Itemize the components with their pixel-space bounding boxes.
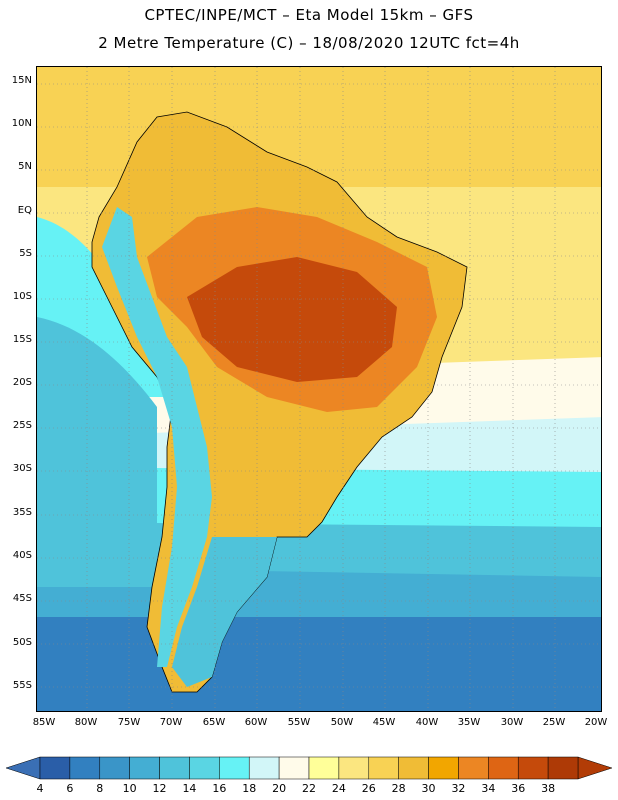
colorbar-box: [428, 756, 459, 780]
lon-label-80w: 80W: [74, 717, 98, 728]
colorbar-tick-label: 14: [182, 782, 197, 795]
lat-label-35s: 35S: [12, 507, 32, 518]
lon-label-25w: 25W: [542, 717, 566, 728]
colorbar-tick-label: 4: [36, 782, 44, 795]
lon-label-40w: 40W: [415, 717, 439, 728]
colorbar-over-arrow: [577, 756, 613, 780]
colorbar-box: [39, 756, 71, 780]
lat-label-5s: 5S: [19, 248, 32, 259]
lat-label-15n: 15N: [11, 75, 32, 86]
colorbar-box: [368, 756, 399, 780]
colorbar-tick-label: 38: [541, 782, 556, 795]
colorbar-box: [547, 756, 579, 780]
lon-label-55w: 55W: [287, 717, 311, 728]
lon-label-75w: 75W: [117, 717, 141, 728]
colorbar-tick-label: 20: [272, 782, 287, 795]
colorbar-under-arrow: [5, 756, 41, 780]
lon-label-35w: 35W: [457, 717, 481, 728]
colorbar-box: [488, 756, 519, 780]
colorbar-box: [189, 756, 220, 780]
colorbar-box: [458, 756, 489, 780]
colorbar-box: [338, 756, 370, 780]
colorbar-tick-label: 26: [361, 782, 376, 795]
lat-label-30s: 30S: [12, 463, 32, 474]
lon-label-30w: 30W: [500, 717, 524, 728]
lon-label-60w: 60W: [244, 717, 268, 728]
lon-label-20w: 20W: [584, 717, 608, 728]
andes-cold-strip: [102, 207, 212, 667]
lat-label-eq: EQ: [17, 205, 32, 216]
lat-label-25s: 25S: [12, 420, 32, 431]
lat-label-15s: 15S: [12, 334, 32, 345]
land-hottest-region: [187, 257, 397, 382]
colorbar-tick-label: 8: [96, 782, 104, 795]
colorbar-box: [248, 756, 280, 780]
colorbar-tick-label: 18: [242, 782, 257, 795]
colorbar-tick-label: 32: [451, 782, 466, 795]
colorbar-box: [219, 756, 250, 780]
lat-label-5n: 5N: [18, 161, 32, 172]
lat-label-10n: 10N: [11, 118, 32, 129]
lat-label-40s: 40S: [12, 550, 32, 561]
lat-label-45s: 45S: [12, 593, 32, 604]
colorbar-tick-label: 10: [122, 782, 137, 795]
lat-label-10s: 10S: [12, 291, 32, 302]
lat-label-55s: 55S: [12, 680, 32, 691]
ocean-band-polar: [37, 617, 601, 711]
patagonia-region: [172, 537, 277, 687]
temperature-map[interactable]: [36, 66, 602, 712]
lon-label-45w: 45W: [372, 717, 396, 728]
colorbar-tick-label: 34: [481, 782, 496, 795]
colorbar-box: [159, 756, 190, 780]
colorbar-box: [398, 756, 429, 780]
colorbar-box: [69, 756, 101, 780]
colorbar-tick-label: 28: [391, 782, 406, 795]
colorbar-box: [517, 756, 549, 780]
lon-label-50w: 50W: [330, 717, 354, 728]
colorbar-tick-label: 12: [152, 782, 167, 795]
colorbar-tick-label: 6: [66, 782, 74, 795]
map-title-line-1: CPTEC/INPE/MCT – Eta Model 15km – GFS: [144, 6, 474, 24]
map-title-line-2: 2 Metre Temperature (C) – 18/08/2020 12U…: [98, 34, 520, 52]
pacific-cold-tongue: [37, 317, 157, 587]
colorbar-tick-label: 30: [421, 782, 436, 795]
colorbar-tick-label: 16: [212, 782, 227, 795]
colorbar-box: [308, 756, 340, 780]
lon-label-65w: 65W: [202, 717, 226, 728]
lat-label-20s: 20S: [12, 377, 32, 388]
colorbar-tick-label: 36: [511, 782, 526, 795]
colorbar-tick-label: 22: [302, 782, 316, 795]
colorbar-box: [99, 756, 130, 780]
lon-label-85w: 85W: [32, 717, 56, 728]
temperature-colorbar: [5, 756, 613, 780]
colorbar-box: [129, 756, 160, 780]
lon-label-70w: 70W: [159, 717, 183, 728]
colorbar-box: [278, 756, 310, 780]
colorbar-tick-label: 24: [331, 782, 346, 795]
lat-label-50s: 50S: [12, 637, 32, 648]
